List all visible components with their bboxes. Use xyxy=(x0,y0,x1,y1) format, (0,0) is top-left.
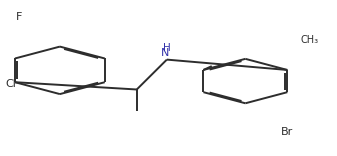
Text: F: F xyxy=(16,12,22,22)
Text: N: N xyxy=(161,48,170,58)
Text: Cl: Cl xyxy=(5,79,16,89)
Text: CH₃: CH₃ xyxy=(301,35,319,45)
Text: H: H xyxy=(163,44,171,54)
Text: Br: Br xyxy=(280,127,293,137)
